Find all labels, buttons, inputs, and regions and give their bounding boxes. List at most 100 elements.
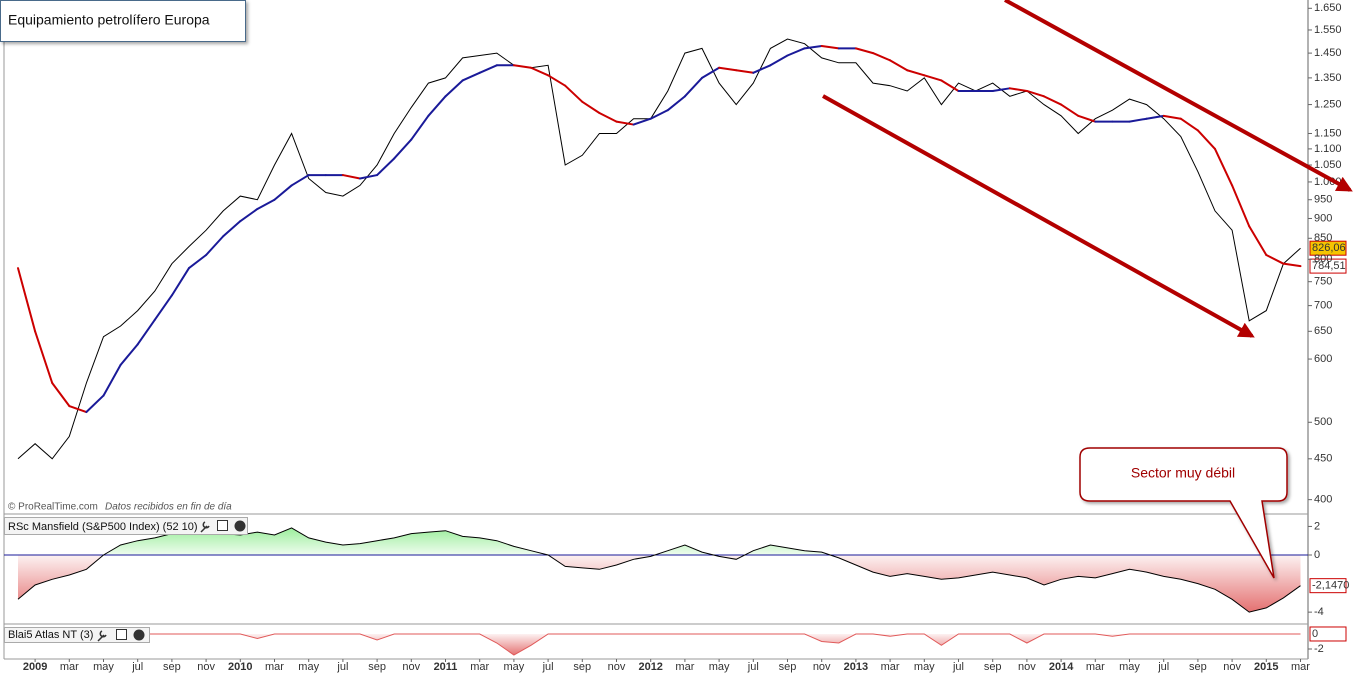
title-box (0, 0, 246, 42)
moving-average-segment (1231, 184, 1251, 228)
moving-average-segment (341, 174, 361, 180)
moving-average-segment (136, 318, 156, 346)
panel-header: RSc Mansfield (S&P500 Index) (52 10) (4, 517, 248, 535)
callout (1079, 447, 1288, 579)
last-value-box (1309, 258, 1347, 274)
trend-arrow (1004, 0, 1353, 192)
moving-average-segment (564, 84, 584, 103)
panel-title: RSc Mansfield (S&P500 Index) (52 10) (8, 521, 198, 533)
moving-average-segment (872, 52, 892, 62)
x-tick-label: may (914, 661, 935, 673)
y-tick-label: 1.150 (1314, 127, 1342, 139)
moving-average-segment (581, 100, 601, 114)
y-tick-label: 650 (1314, 325, 1332, 337)
moving-average-segment (393, 138, 413, 160)
x-tick-label: jul (1157, 661, 1169, 673)
moving-average-segment (1077, 114, 1097, 123)
moving-average-segment (820, 45, 840, 50)
moving-average-segment (769, 54, 789, 67)
x-tick-label: mar (675, 661, 694, 673)
moving-average-segment (444, 79, 464, 98)
x-tick-label: may (709, 661, 730, 673)
indicator-line (18, 633, 1301, 656)
panel-header: Blai5 Atlas NT (3) (4, 627, 150, 643)
y-tick-label: 2 (1314, 520, 1320, 532)
close-icon[interactable] (133, 629, 145, 641)
moving-average-segment (273, 184, 293, 201)
moving-average-segment (153, 294, 173, 321)
moving-average-segment (854, 47, 874, 55)
x-tick-label: mar (470, 661, 489, 673)
last-value-box (1309, 240, 1347, 256)
moving-average-segment (649, 109, 669, 120)
x-tick-label: mar (60, 661, 79, 673)
moving-average-segment (1162, 114, 1182, 120)
last-value-label: 784,51 (1312, 260, 1346, 272)
x-tick-label: may (93, 661, 114, 673)
moving-average-segment (188, 254, 208, 270)
moving-average-segment (1248, 225, 1268, 257)
close-icon[interactable] (234, 520, 246, 532)
moving-average-segment (906, 69, 926, 77)
y-tick-label: 400 (1314, 494, 1332, 506)
x-tick-label: mar (1086, 661, 1105, 673)
moving-average-segment (991, 87, 1011, 92)
moving-average-segment (478, 64, 498, 74)
moving-average-segment (1282, 262, 1302, 268)
window-icon[interactable] (116, 629, 127, 640)
y-tick-label: 1.450 (1314, 47, 1342, 59)
moving-average-segment (119, 343, 139, 366)
y-tick-label: 950 (1314, 194, 1332, 206)
settings-icon[interactable] (200, 521, 210, 533)
y-tick-label: 1.250 (1314, 98, 1342, 110)
moving-average-segment (205, 235, 225, 257)
moving-average-segment (940, 79, 960, 92)
x-tick-label: may (504, 661, 525, 673)
moving-average-segment (701, 66, 721, 79)
x-tick-label: jul (747, 661, 759, 673)
moving-average-segment (376, 157, 396, 177)
trend-arrow (822, 94, 1255, 338)
moving-average-segment (803, 45, 823, 50)
window-icon[interactable] (217, 520, 228, 531)
moving-average-segment (239, 207, 259, 223)
moving-average-segment (410, 114, 430, 141)
last-value-label: 826,06 (1312, 242, 1346, 254)
moving-average-segment (512, 64, 532, 69)
moving-average-segment (1060, 103, 1080, 117)
moving-average-segment (1179, 117, 1199, 132)
x-tick-label: mar (265, 661, 284, 673)
moving-average-segment (1128, 117, 1148, 123)
moving-average-segment (170, 267, 190, 297)
chart-title: Equipamiento petrolífero Europa (8, 12, 210, 28)
moving-average-segment (1145, 114, 1165, 120)
x-tick-label: nov (402, 661, 420, 673)
x-tick-label: sep (779, 661, 797, 673)
y-tick-label: 800 (1314, 253, 1332, 265)
settings-icon[interactable] (97, 630, 107, 642)
moving-average-segment (547, 74, 567, 87)
moving-average-segment (752, 64, 772, 74)
y-tick-label: 600 (1314, 353, 1332, 365)
x-tick-label: nov (608, 661, 626, 673)
y-tick-label: 450 (1314, 453, 1332, 465)
moving-average-segment (51, 381, 71, 408)
x-tick-label: 2009 (23, 661, 47, 673)
y-tick-label: 850 (1314, 232, 1332, 244)
moving-average-segment (34, 330, 54, 384)
y-tick-label: 0 (1314, 549, 1320, 561)
last-value-label: 0 (1312, 628, 1318, 640)
x-tick-label: 2011 (434, 661, 458, 673)
moving-average-segment (735, 69, 755, 74)
y-tick-label: 1.100 (1314, 143, 1342, 155)
moving-average-segment (598, 111, 618, 123)
moving-average-segment (615, 120, 635, 126)
y-tick-label: 1.050 (1314, 159, 1342, 171)
data-note: Datos recibidos en fin de día (105, 502, 232, 513)
x-tick-label: nov (197, 661, 215, 673)
copyright: © ProRealTime.com (8, 502, 98, 513)
panel-header-box (4, 627, 150, 643)
moving-average-segment (427, 95, 447, 117)
x-tick-label: 2014 (1049, 661, 1074, 673)
x-tick-label: jul (542, 661, 554, 673)
